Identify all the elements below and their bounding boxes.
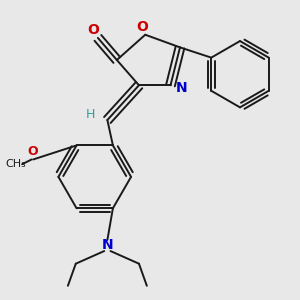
Text: O: O — [136, 20, 148, 34]
Text: N: N — [102, 238, 113, 252]
Text: O: O — [28, 145, 38, 158]
Text: N: N — [176, 81, 188, 95]
Text: O: O — [87, 23, 99, 37]
Text: H: H — [85, 108, 95, 121]
Text: CH₃: CH₃ — [5, 159, 26, 169]
